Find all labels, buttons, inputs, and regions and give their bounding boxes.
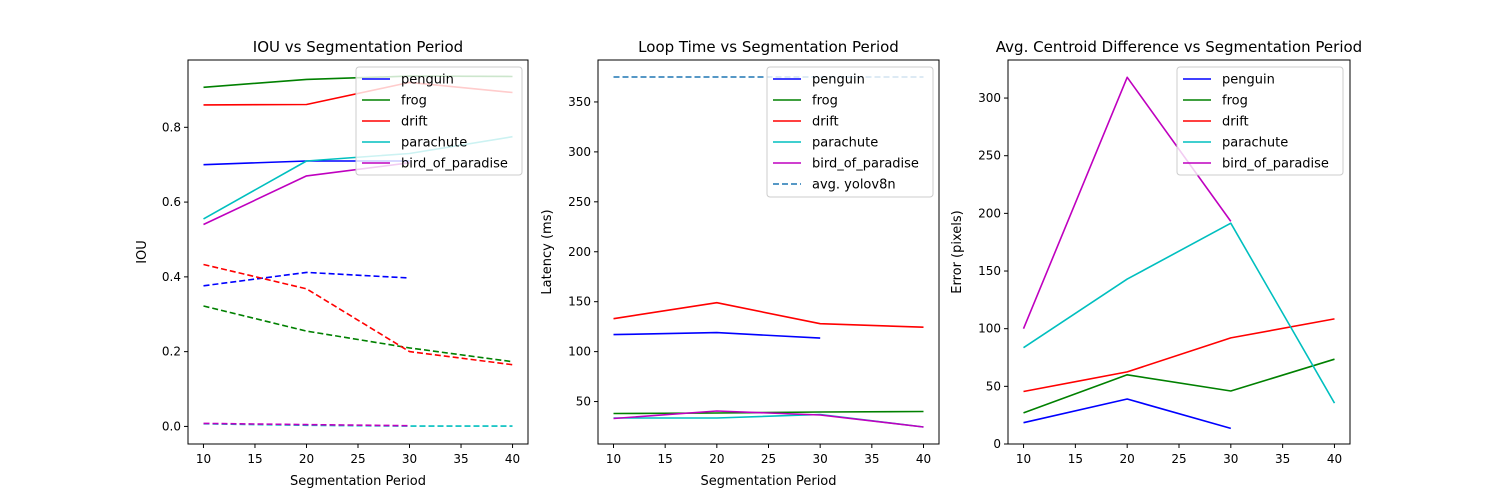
legend-box: [766, 66, 934, 198]
legend-label: penguin: [812, 73, 865, 88]
y-tick-label: 0.2: [162, 345, 181, 359]
x-tick-label: 40: [505, 452, 520, 466]
y-tick-label: 150: [978, 264, 1001, 278]
legend-label: drift: [401, 115, 428, 130]
y-tick-label: 250: [978, 149, 1001, 163]
y-tick-label: 300: [978, 91, 1001, 105]
y-tick-label: 50: [576, 395, 591, 409]
series-line-penguin: [1023, 398, 1232, 430]
series-line-penguin: [613, 331, 821, 339]
legend-label: bird_of_paradise: [812, 157, 919, 172]
x-tick-label: 40: [916, 452, 931, 466]
x-tick-label: 30: [1223, 452, 1238, 466]
x-tick-label: 25: [761, 452, 776, 466]
legend-label: bird_of_paradise: [1222, 157, 1329, 172]
x-tick-label: 15: [658, 452, 673, 466]
y-tick-label: 0.4: [162, 270, 181, 284]
y-tick-label: 350: [568, 95, 591, 109]
y-axis-label: Latency (ms): [540, 209, 555, 294]
legend-label: frog: [401, 94, 427, 109]
y-tick-label: 150: [568, 295, 591, 309]
y-tick-label: 300: [568, 145, 591, 159]
legend-label: parachute: [401, 136, 467, 151]
x-tick-label: 25: [350, 452, 365, 466]
legend-label: parachute: [1222, 136, 1288, 151]
legend-label: avg. yolov8n: [812, 178, 896, 193]
y-tick-label: 100: [978, 322, 1001, 336]
legend-label: parachute: [812, 136, 878, 151]
x-tick-label: 10: [606, 452, 621, 466]
x-tick-label: 25: [1171, 452, 1186, 466]
legend-box: [1176, 66, 1344, 176]
y-tick-label: 0.6: [162, 195, 181, 209]
x-tick-label: 20: [709, 452, 724, 466]
series-line-drift: [613, 301, 924, 328]
legend: penguin frog drift parachute bird_of_paradis…: [355, 66, 523, 176]
x-tick-label: 40: [1327, 452, 1342, 466]
legend: penguin frog drift parachute bird_of_paradis…: [766, 66, 934, 198]
x-tick-label: 35: [864, 452, 879, 466]
y-tick-label: 200: [978, 206, 1001, 220]
chart-title: Loop Time vs Segmentation Period: [638, 38, 899, 56]
y-tick-label: 0.0: [162, 419, 181, 433]
x-tick-label: 10: [196, 452, 211, 466]
series-line-parachute: [1023, 222, 1336, 404]
y-tick-label: 100: [568, 345, 591, 359]
y-tick-label: 200: [568, 245, 591, 259]
y-tick-label: 0.8: [162, 120, 181, 134]
series-line-drift: [1023, 318, 1335, 393]
y-tick-label: 50: [986, 379, 1001, 393]
chart-title: IOU vs Segmentation Period: [253, 38, 463, 56]
x-tick-label: 20: [1120, 452, 1135, 466]
series-line-dashed-6: [203, 305, 513, 363]
legend-label: frog: [812, 94, 838, 109]
x-tick-label: 15: [1068, 452, 1083, 466]
legend-label: bird_of_paradise: [401, 157, 508, 172]
legend-label: penguin: [1222, 73, 1275, 88]
chart-title: Avg. Centroid Difference vs Segmentation…: [996, 38, 1362, 56]
chart-panel-3: 10 15 20 25 30 35 40 0 50 100 150 200 250 300 Avg. Cen…: [950, 38, 1362, 466]
y-axis-label: IOU: [135, 240, 150, 264]
legend-label: frog: [1222, 94, 1248, 109]
x-tick-label: 15: [247, 452, 262, 466]
x-tick-label: 10: [1016, 452, 1031, 466]
y-tick-label: 250: [568, 195, 591, 209]
legend-label: penguin: [401, 73, 454, 88]
legend-label: drift: [1222, 115, 1249, 130]
chart-panel-2: 10 15 20 25 30 35 40 50 100 150 200 250 300 350 Loop T…: [540, 38, 940, 489]
legend: penguin frog drift parachute bird_of_paradis…: [1176, 66, 1344, 176]
x-tick-label: 35: [1275, 452, 1290, 466]
chart-panel-1: 10 15 20 25 30 35 40 0.0 0.2 0.4 0.6 0.8 IOU vs Segm…: [135, 38, 529, 489]
x-tick-label: 30: [402, 452, 417, 466]
series-line-dashed-5: [203, 271, 410, 287]
x-tick-label: 30: [813, 452, 828, 466]
x-tick-label: 20: [299, 452, 314, 466]
x-tick-label: 35: [453, 452, 468, 466]
y-axis-label: Error (pixels): [950, 210, 965, 294]
series-line-frog: [1023, 358, 1335, 414]
series-line-dashed-9: [203, 422, 410, 427]
series-line-bird-of-paradise: [613, 410, 924, 428]
legend-box: [355, 66, 523, 176]
y-tick-label: 0: [993, 437, 1001, 451]
x-axis-label: Segmentation Period: [290, 474, 426, 489]
series-line-dashed-7: [203, 263, 513, 366]
legend-label: drift: [812, 115, 839, 130]
x-axis-label: Segmentation Period: [700, 474, 836, 489]
